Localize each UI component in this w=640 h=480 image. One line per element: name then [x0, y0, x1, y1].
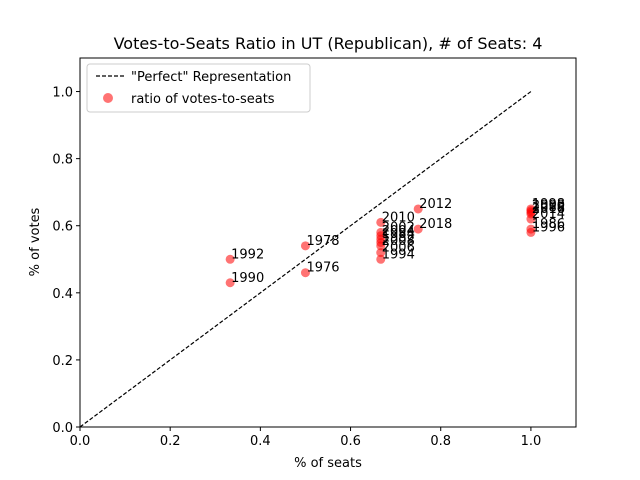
y-tick-label: 0.8: [52, 153, 73, 168]
x-tick-label: 0.2: [160, 434, 181, 449]
y-tick-label: 0.0: [52, 421, 73, 436]
point-label: 2006: [382, 241, 415, 256]
data-point: [376, 217, 386, 227]
point-label: 2014: [532, 207, 565, 222]
x-tick-label: 0.6: [340, 434, 361, 449]
point-label: 2000: [532, 199, 565, 214]
y-tick-label: 1.0: [52, 86, 73, 101]
point-label: 1986: [532, 217, 565, 232]
y-axis-label: % of votes: [28, 207, 43, 276]
data-point: [413, 224, 423, 234]
point-label: 2018: [419, 217, 452, 232]
axes: 0.0 0.2 0.4 0.6 0.8 1.0 0.0 0.2 0.4 0.6 0.8 1.0: [52, 57, 577, 449]
data-point: [376, 248, 386, 258]
y-tick-label: 0.2: [52, 354, 73, 369]
y-tick-label: 0.4: [52, 287, 73, 302]
data-point: [225, 278, 235, 288]
point-label: 1978: [306, 234, 339, 249]
x-tick-label: 0.0: [70, 434, 91, 449]
data-point: [225, 254, 235, 264]
point-label: 1994: [382, 247, 415, 262]
point-label: 2008: [382, 234, 415, 249]
point-label: 1992: [231, 247, 264, 262]
x-tick-label: 0.8: [430, 434, 451, 449]
legend-series-marker: [103, 93, 113, 103]
axes-frame: [79, 57, 577, 428]
point-label: 1976: [306, 261, 339, 276]
y-tick-label: 0.6: [52, 220, 73, 235]
plot-area: 1990 1992 1976 1978 201020022004198419822008…: [79, 91, 565, 428]
point-label: 1982: [382, 231, 415, 246]
x-axis-label: % of seats: [294, 456, 362, 471]
legend: "Perfect" Representation ratio of votes-…: [86, 63, 311, 113]
legend-reference-line-label: "Perfect" Representation: [131, 70, 291, 85]
data-point: [413, 204, 423, 214]
point-label: 1990: [231, 271, 264, 286]
point-label: 1988: [532, 200, 565, 215]
data-point: [526, 227, 536, 237]
data-point: [526, 214, 536, 224]
data-point: [376, 254, 386, 264]
legend-box: [86, 63, 311, 113]
chart-title: Votes-to-Seats Ratio in UT (Republican),…: [114, 34, 543, 53]
point-label: 1996: [532, 220, 565, 235]
point-label: 2016: [532, 202, 565, 217]
point-label: 2002: [382, 220, 415, 235]
point-label: 2012: [419, 197, 452, 212]
x-tick-label: 1.0: [521, 434, 542, 449]
legend-series-label: ratio of votes-to-seats: [131, 92, 275, 107]
point-label: 2004: [382, 224, 415, 239]
point-label: 1984: [382, 227, 415, 242]
reference-line: [79, 91, 532, 428]
data-point: [376, 241, 386, 251]
x-tick-label: 0.4: [250, 434, 271, 449]
point-label: 2010: [382, 210, 415, 225]
point-label: 1998: [532, 197, 565, 212]
data-point: [300, 241, 310, 251]
data-point: [300, 268, 310, 278]
